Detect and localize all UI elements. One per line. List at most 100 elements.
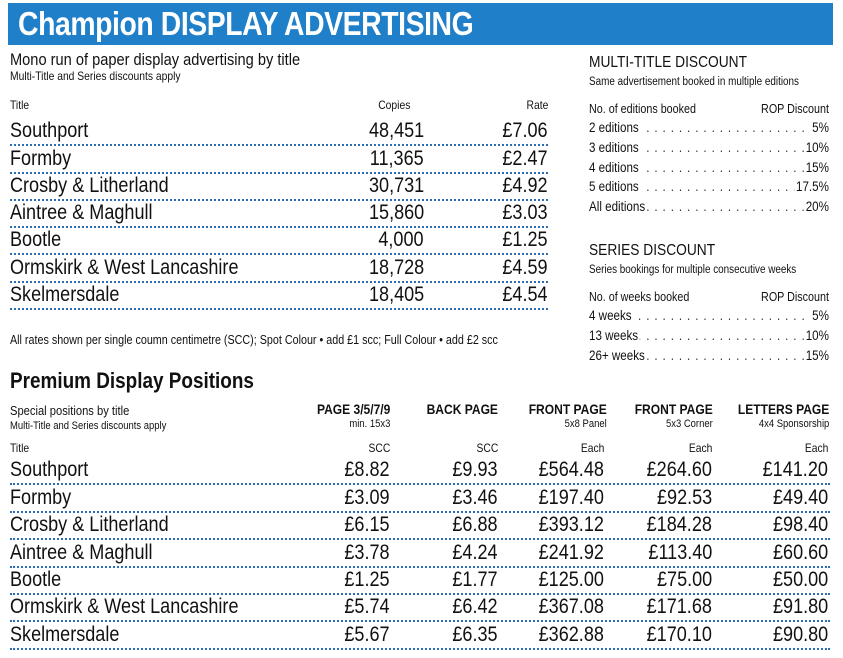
row-price: £367.08 xyxy=(538,595,604,619)
page-title: Champion DISPLAY ADVERTISING xyxy=(18,5,474,42)
row-title: Crosby & Litherland xyxy=(10,173,169,197)
row-rate: £4.92 xyxy=(502,173,548,197)
discount-label: 3 editions xyxy=(589,139,641,155)
discount-label: All editions xyxy=(589,199,647,215)
row-price: £184.28 xyxy=(646,513,712,537)
row-rate: £7.06 xyxy=(502,119,548,143)
mono-run-table: Title Copies Rate Southport 48,451 £7.06… xyxy=(10,95,548,311)
dot-leader: . . . . . . . . . . . . . . . . . . . . … xyxy=(589,159,829,175)
table-row: Southport £8.82 £9.93 £564.48 £264.60 £1… xyxy=(10,458,830,486)
premium-col-title: BACK PAGE xyxy=(426,401,498,417)
row-copies: 48,451 xyxy=(368,119,424,143)
premium-table-header: Title SCC SCC Each Each Each xyxy=(10,438,830,458)
premium-positions-table: Title SCC SCC Each Each Each Southport £… xyxy=(10,438,830,650)
discount-value: 10% xyxy=(803,327,829,343)
multi-title-subheading: Same advertisement booked in multiple ed… xyxy=(589,76,800,88)
dot-leader: . . . . . . . . . . . . . . . . . . . . … xyxy=(589,139,829,155)
series-discount-panel: SERIES DISCOUNT Series bookings for mult… xyxy=(589,242,829,367)
series-subheading: Series bookings for multiple consecutive… xyxy=(589,264,797,276)
mono-table-header: Title Copies Rate xyxy=(10,95,548,119)
row-price: £241.92 xyxy=(538,540,604,564)
row-rate: £2.47 xyxy=(502,146,548,170)
row-copies: 30,731 xyxy=(368,173,424,197)
row-copies: 18,405 xyxy=(368,283,424,307)
dot-leader: . . . . . . . . . . . . . . . . . . . . … xyxy=(589,199,829,215)
table-row: Ormskirk & West Lancashire 18,728 £4.59 xyxy=(10,255,548,283)
premium-col-sub: 5x3 Corner xyxy=(666,418,713,430)
dot-leader: . . . . . . . . . . . . . . . . . . . . … xyxy=(589,179,829,195)
col-header-weeks: No. of weeks booked xyxy=(589,290,690,304)
row-price: £49.40 xyxy=(772,485,828,509)
row-title: Skelmersdale xyxy=(10,622,120,646)
row-title: Bootle xyxy=(10,567,62,591)
list-item: . . . . . . . . . . . . . . . . . . . . … xyxy=(589,159,829,180)
mono-run-subheading: Multi-Title and Series discounts apply xyxy=(10,69,181,83)
row-title: Aintree & Maghull xyxy=(10,540,153,564)
list-item: . . . . . . . . . . . . . . . . . . . . … xyxy=(589,120,829,140)
row-price: £113.40 xyxy=(648,540,712,564)
list-item: . . . . . . . . . . . . . . . . . . . . … xyxy=(589,199,829,219)
premium-col-title: FRONT PAGE xyxy=(634,401,713,417)
row-price: £1.25 xyxy=(344,567,390,591)
premium-heading: Premium Display Positions xyxy=(10,368,254,393)
row-rate: £4.54 xyxy=(502,283,548,307)
col-header-unit: Each xyxy=(580,441,604,455)
dot-leader: . . . . . . . . . . . . . . . . . . . . … xyxy=(589,347,829,363)
premium-col-title: PAGE 3/5/7/9 xyxy=(316,401,390,417)
row-rate: £3.03 xyxy=(502,201,548,225)
row-title: Ormskirk & West Lancashire xyxy=(10,595,239,619)
table-row: Aintree & Maghull £3.78 £4.24 £241.92 £1… xyxy=(10,540,830,568)
row-copies: 18,728 xyxy=(368,255,424,279)
dot-leader: . . . . . . . . . . . . . . . . . . . . … xyxy=(589,308,829,323)
table-row: Skelmersdale 18,405 £4.54 xyxy=(10,283,548,311)
row-price: £60.60 xyxy=(772,540,828,564)
discount-value: 15% xyxy=(803,347,829,363)
title-banner: Champion DISPLAY ADVERTISING xyxy=(8,3,833,45)
row-price: £9.93 xyxy=(452,458,498,482)
row-price: £8.82 xyxy=(344,458,390,482)
row-rate: £1.25 xyxy=(502,228,548,252)
col-header-unit: Each xyxy=(804,441,828,455)
premium-col-page-3579: PAGE 3/5/7/9 min. 15x3 xyxy=(305,401,390,430)
row-title: Southport xyxy=(10,119,89,143)
row-price: £3.46 xyxy=(452,485,498,509)
premium-col-title: FRONT PAGE xyxy=(528,401,607,417)
row-price: £6.42 xyxy=(452,595,498,619)
discount-value: 20% xyxy=(803,199,829,215)
col-header-copies: Copies xyxy=(377,98,410,112)
table-row: Aintree & Maghull 15,860 £3.03 xyxy=(10,201,548,229)
premium-subheading: Special positions by title xyxy=(10,403,130,418)
col-header-unit: SCC xyxy=(368,441,390,455)
row-title: Bootle xyxy=(10,228,62,252)
row-price: £6.35 xyxy=(452,622,498,646)
col-header-unit: SCC xyxy=(476,441,498,455)
row-price: £170.10 xyxy=(646,622,712,646)
row-price: £393.12 xyxy=(538,513,604,537)
multi-title-header: No. of editions booked ROP Discount xyxy=(589,102,829,120)
discount-label: 13 weeks xyxy=(589,327,640,343)
table-row: Formby £3.09 £3.46 £197.40 £92.53 £49.40 xyxy=(10,485,830,513)
discount-label: 26+ weeks xyxy=(589,347,647,363)
row-title: Crosby & Litherland xyxy=(10,513,169,537)
row-price: £6.88 xyxy=(452,513,498,537)
row-title: Southport xyxy=(10,458,89,482)
premium-subheading-2: Multi-Title and Series discounts apply xyxy=(10,420,167,432)
multi-title-heading: MULTI-TITLE DISCOUNT xyxy=(589,54,747,71)
premium-col-back-page: BACK PAGE xyxy=(415,401,498,418)
row-price: £1.77 xyxy=(452,567,498,591)
row-title: Skelmersdale xyxy=(10,283,120,307)
col-header-rate: Rate xyxy=(526,98,548,112)
row-price: £3.78 xyxy=(344,540,390,564)
mono-run-heading: Mono run of paper display advertising by… xyxy=(10,50,301,69)
discount-value: 10% xyxy=(803,139,829,155)
row-price: £3.09 xyxy=(344,485,390,509)
row-price: £362.88 xyxy=(538,622,604,646)
row-title: Ormskirk & West Lancashire xyxy=(10,255,239,279)
multi-title-discount-panel: MULTI-TITLE DISCOUNT Same advertisement … xyxy=(589,54,829,219)
list-item: . . . . . . . . . . . . . . . . . . . . … xyxy=(589,139,829,160)
table-row: Crosby & Litherland 30,731 £4.92 xyxy=(10,174,548,201)
table-row: Bootle £1.25 £1.77 £125.00 £75.00 £50.00 xyxy=(10,568,830,595)
premium-col-sub: 4x4 Sponsorship xyxy=(758,418,829,430)
row-copies: 4,000 xyxy=(378,228,424,252)
row-price: £75.00 xyxy=(656,567,712,591)
